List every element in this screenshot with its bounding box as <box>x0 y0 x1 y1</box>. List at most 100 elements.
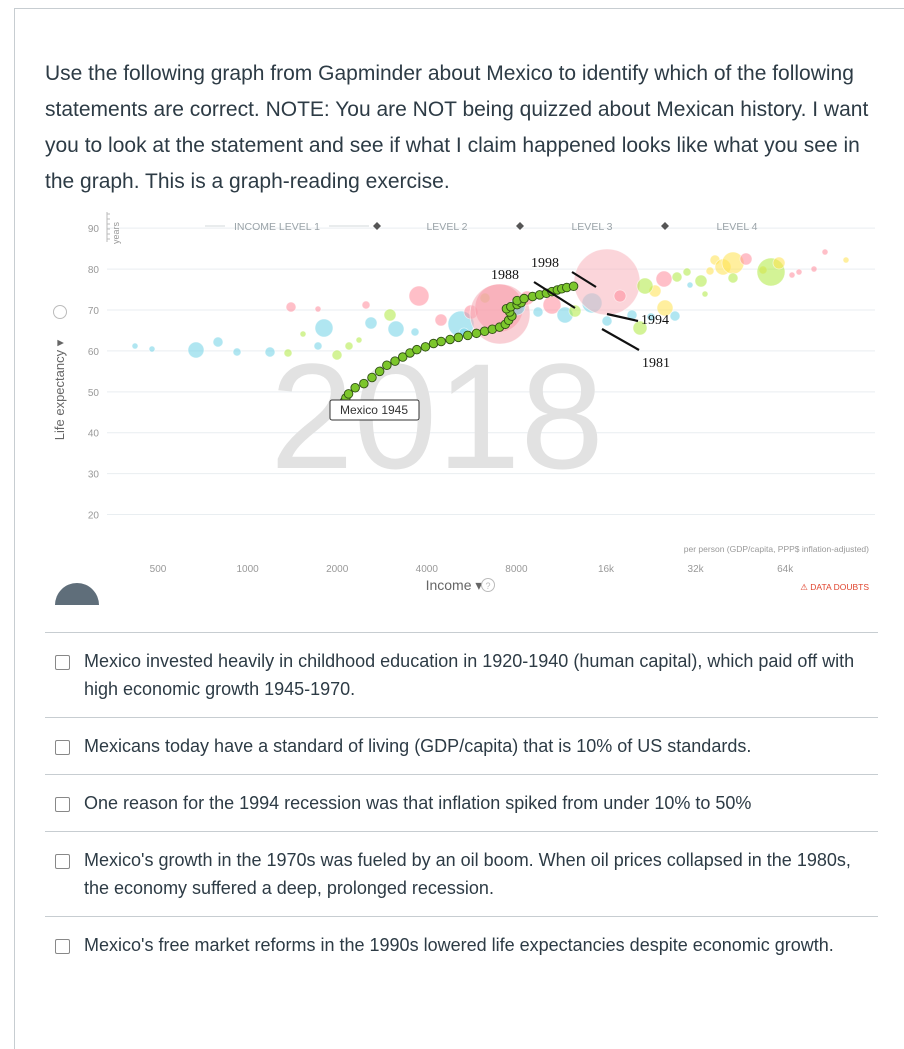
country-bubble <box>573 248 641 316</box>
country-bubble <box>532 306 544 318</box>
country-bubble <box>314 305 322 313</box>
mexico-trail-point <box>343 389 354 399</box>
answer-checkbox[interactable] <box>55 797 70 812</box>
level-divider-diamond <box>373 222 381 230</box>
answer-option[interactable]: Mexico invested heavily in childhood edu… <box>45 632 878 717</box>
side-tab <box>55 583 99 605</box>
country-bubble <box>212 336 224 348</box>
country-bubble <box>646 312 656 322</box>
country-bubble <box>636 277 654 295</box>
answer-option[interactable]: One reason for the 1994 recession was th… <box>45 774 878 831</box>
help-icon <box>53 305 67 319</box>
mexico-trail-point <box>471 328 482 339</box>
country-bubble <box>283 348 293 358</box>
country-bubble <box>285 301 297 313</box>
x-tick-label: 64k <box>777 564 794 575</box>
country-bubble <box>387 320 405 338</box>
answer-label: Mexico invested heavily in childhood edu… <box>84 651 855 699</box>
mexico-trail-point <box>479 326 490 337</box>
axis-labels: Income ▾ ? per person (GDP/capita, PPP$ in… <box>52 305 869 605</box>
country-bubble <box>721 251 745 275</box>
mexico-trail-point <box>436 336 446 347</box>
help-icon <box>481 578 495 592</box>
level-divider-diamond <box>516 222 524 230</box>
annotation-arrow <box>533 281 576 309</box>
answer-checkbox[interactable] <box>55 655 70 670</box>
year-annotation: 1988 <box>491 268 519 283</box>
country-bubble <box>795 268 803 276</box>
country-bubble <box>788 271 796 279</box>
x-tick-label: 16k <box>598 564 615 575</box>
country-bubble <box>772 256 786 270</box>
country-bubble <box>669 310 681 322</box>
country-bubble <box>148 345 156 353</box>
annotation-arrow <box>606 312 639 323</box>
country-bubble <box>408 285 430 307</box>
country-bubble <box>842 256 850 264</box>
answer-label: Mexico's free market reforms in the 1990… <box>84 935 834 955</box>
axis-ticks: 20 30 40 50 60 70 80 90 500 1000 2000 4000 8000 16k 32… <box>88 212 794 575</box>
y-tick-label: 90 <box>88 224 100 235</box>
x-tick-label: 4000 <box>416 564 439 575</box>
country-bubble <box>656 299 674 317</box>
income-level-label: INCOME LEVEL 1 <box>234 221 320 233</box>
country-bubble <box>314 318 334 338</box>
income-level-label: LEVEL 4 <box>716 221 757 233</box>
income-level-header: INCOME LEVEL 1 LEVEL 2 LEVEL 3 LEVEL 4 <box>205 221 758 233</box>
country-bubble <box>131 342 139 350</box>
country-bubble <box>613 289 627 303</box>
answer-checkbox[interactable] <box>55 740 70 755</box>
answer-option[interactable]: Mexicans today have a standard of living… <box>45 717 878 774</box>
mexico-trail-point <box>568 281 579 292</box>
answer-option[interactable]: Mexico's free market reforms in the 1990… <box>45 916 878 973</box>
country-bubble <box>739 252 753 266</box>
country-bubble <box>601 315 613 327</box>
answer-list: Mexico invested heavily in childhood edu… <box>45 632 878 973</box>
answer-label: Mexico's growth in the 1970s was fueled … <box>84 850 851 898</box>
country-bubble <box>331 349 343 361</box>
mexico-trail-point <box>519 293 529 304</box>
country-bubble <box>232 347 242 357</box>
gapminder-chart: 2018 20 30 40 50 60 70 80 90 500 1000 2000 4000 8000… <box>52 212 875 605</box>
year-annotation: 1998 <box>531 256 559 271</box>
y-axis-label: Life expectancy ▾ <box>52 339 67 440</box>
question-card-border <box>14 8 904 1049</box>
help-icon: ? <box>485 581 490 591</box>
income-level-label: LEVEL 2 <box>426 221 467 233</box>
answer-checkbox[interactable] <box>55 939 70 954</box>
y-tick-label: 60 <box>88 347 100 358</box>
mexico-trail-point <box>367 372 377 383</box>
mexico-trail-point <box>445 334 455 345</box>
mexico-trail-point <box>453 332 464 343</box>
mexico-trail-point <box>374 366 385 377</box>
country-bubble <box>344 341 354 351</box>
year-annotation: 1981 <box>642 356 670 371</box>
x-tick-label: 500 <box>150 564 167 575</box>
mexico-trail-point <box>350 382 360 393</box>
answer-option[interactable]: Mexico's growth in the 1970s was fueled … <box>45 831 878 916</box>
question-text: Use the following graph from Gapminder a… <box>45 62 869 193</box>
mexico-trail-point <box>420 342 431 352</box>
country-bubble <box>355 336 363 344</box>
country-bubbles <box>131 248 850 361</box>
mexico-trail-point <box>462 330 473 341</box>
annotation-arrow <box>601 328 640 351</box>
country-bubble <box>655 270 673 288</box>
country-bubble <box>632 320 648 336</box>
country-bubble <box>361 300 371 310</box>
country-bubble <box>187 341 205 359</box>
country-bubble <box>313 341 323 351</box>
country-bubble <box>682 267 692 277</box>
answer-checkbox[interactable] <box>55 854 70 869</box>
country-bubble <box>705 266 715 276</box>
x-tick-label: 32k <box>688 564 705 575</box>
x-tick-label: 8000 <box>505 564 528 575</box>
income-level-label: LEVEL 3 <box>571 221 612 233</box>
x-tick-label: 2000 <box>326 564 349 575</box>
data-doubts-link: ⚠ DATA DOUBTS <box>800 582 869 592</box>
country-bubble <box>299 330 307 338</box>
country-bubble <box>701 290 709 298</box>
x-axis-note: per person (GDP/capita, PPP$ inflation-a… <box>684 544 869 554</box>
highlight-label-box <box>329 399 420 421</box>
level-divider-diamond <box>661 222 669 230</box>
